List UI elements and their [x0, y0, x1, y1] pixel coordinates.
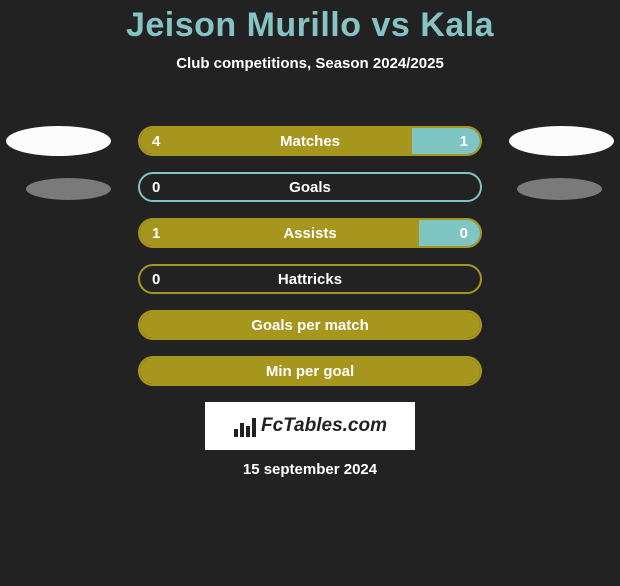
bar-label: Goals	[140, 174, 480, 200]
stat-row: Goals per match	[0, 310, 620, 340]
player-ellipse-right	[509, 126, 614, 156]
bar-label: Hattricks	[140, 266, 480, 292]
stat-row: 0Hattricks	[0, 264, 620, 294]
bar-track: 0Goals	[138, 172, 482, 202]
bar-track: Min per goal	[138, 356, 482, 386]
date-text: 15 september 2024	[0, 461, 620, 478]
logo-box: FcTables.com	[205, 402, 415, 450]
player-ellipse-left	[6, 126, 111, 156]
bar-track: 0Hattricks	[138, 264, 482, 294]
bar-label: Assists	[140, 220, 480, 246]
logo-text: FcTables.com	[261, 415, 387, 437]
bar-label: Goals per match	[140, 312, 480, 338]
stat-row: 41Matches	[0, 126, 620, 156]
bar-track: 10Assists	[138, 218, 482, 248]
comparison-subtitle: Club competitions, Season 2024/2025	[0, 55, 620, 72]
comparison-title: Jeison Murillo vs Kala	[0, 6, 620, 45]
stat-row: 0Goals	[0, 172, 620, 202]
bar-label: Matches	[140, 128, 480, 154]
stat-row: 10Assists	[0, 218, 620, 248]
bar-track: 41Matches	[138, 126, 482, 156]
bar-track: Goals per match	[138, 310, 482, 340]
chart-area: 41Matches 0Goals 10Assists 0Hattricks Goals …	[0, 126, 620, 402]
bar-label: Min per goal	[140, 358, 480, 384]
stat-row: Min per goal	[0, 356, 620, 386]
bars-icon	[233, 415, 257, 437]
